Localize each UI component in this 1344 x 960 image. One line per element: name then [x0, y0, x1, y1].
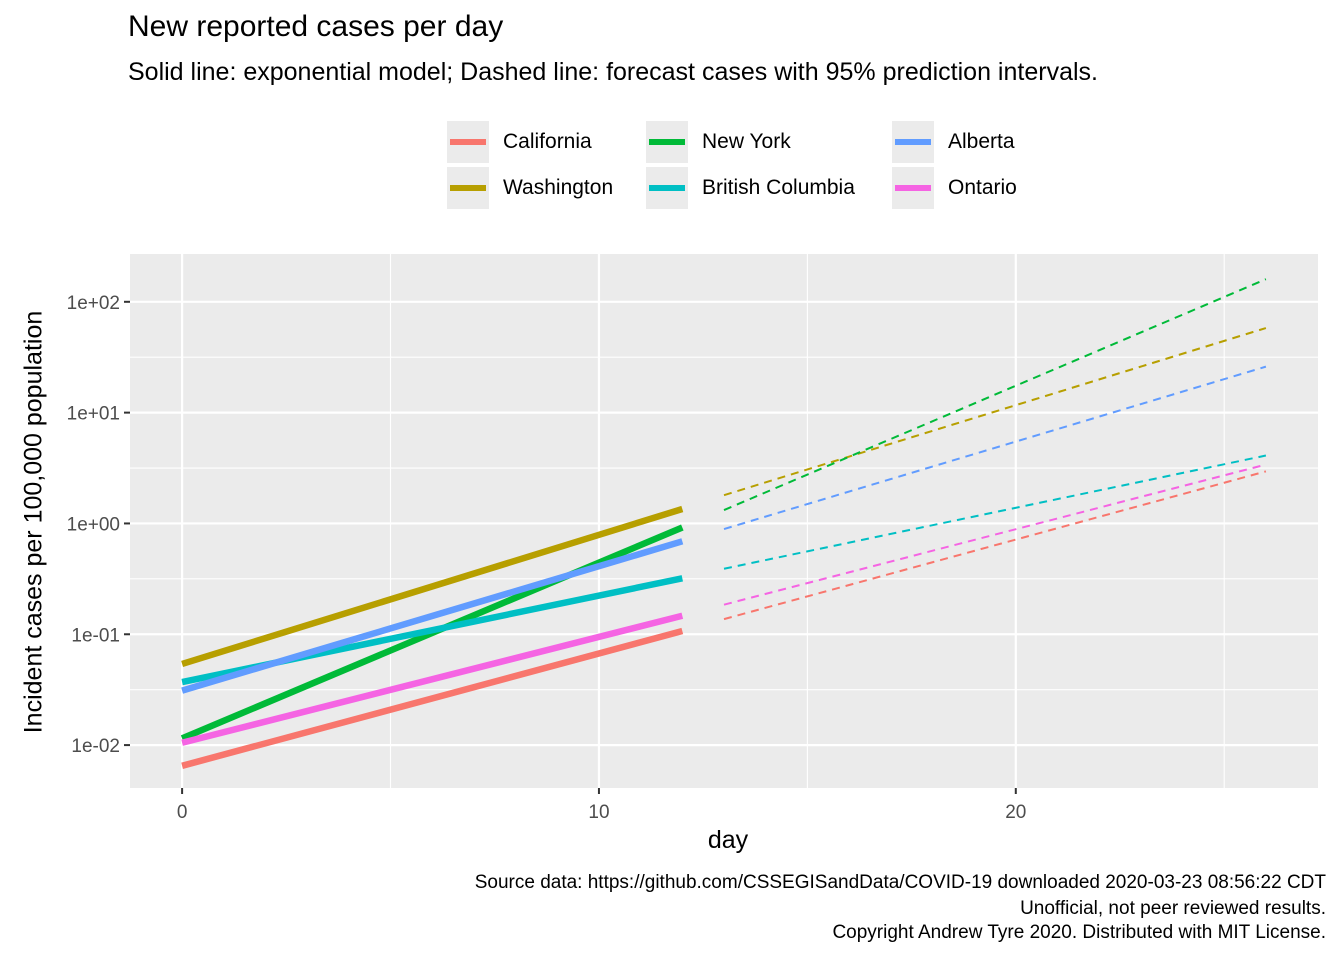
- fitted-line-ontario: [181, 612, 684, 746]
- legend-key-california: [447, 121, 489, 163]
- legend-key-new-york: [646, 121, 688, 163]
- y-axis-title: Incident cases per 100,000 population: [19, 310, 48, 734]
- legend-item-washington: Washington: [447, 166, 613, 210]
- legend-label-ontario: Ontario: [948, 176, 1017, 199]
- legend-label-british-columbia: British Columbia: [702, 176, 855, 199]
- caption-source: Source data: https://github.com/CSSEGISa…: [474, 872, 1326, 893]
- legend-label-new-york: New York: [702, 130, 791, 153]
- y-tick-label: 1e-01: [71, 625, 120, 646]
- legend-item-new-york: New York: [646, 120, 791, 164]
- legend-item-alberta: Alberta: [892, 120, 1015, 164]
- legend-key-alberta: [892, 121, 934, 163]
- legend-key-washington: [447, 167, 489, 209]
- legend-item-california: California: [447, 120, 592, 164]
- chart-subtitle: Solid line: exponential model; Dashed li…: [128, 58, 1098, 86]
- plot-panel: [130, 254, 1318, 788]
- x-tick-label: 0: [177, 802, 188, 823]
- chart-title: New reported cases per day: [128, 10, 504, 43]
- fitted-line-washington: [181, 505, 684, 668]
- fitted-line-alberta: [181, 538, 684, 694]
- x-tick-label: 10: [588, 802, 609, 823]
- caption-disclaimer: Unofficial, not peer reviewed results.: [1020, 898, 1326, 919]
- y-tick-label: 1e-02: [71, 736, 120, 757]
- caption-copyright: Copyright Andrew Tyre 2020. Distributed …: [832, 922, 1326, 943]
- y-tick-label: 1e+02: [67, 293, 120, 314]
- legend-key-british-columbia: [646, 167, 688, 209]
- y-tick-label: 1e+00: [67, 514, 120, 535]
- forecast-line-ontario: [723, 463, 1267, 606]
- legend-label-california: California: [503, 130, 592, 153]
- legend: California Washington New York British C…: [0, 0, 1344, 230]
- x-tick-label: 20: [1005, 802, 1026, 823]
- fitted-line-california: [181, 627, 684, 769]
- legend-label-alberta: Alberta: [948, 130, 1015, 153]
- x-axis-title: day: [707, 826, 749, 854]
- forecast-line-new-york: [723, 278, 1267, 512]
- legend-item-british-columbia: British Columbia: [646, 166, 855, 210]
- forecast-line-washington: [723, 327, 1267, 497]
- y-tick-label: 1e+01: [67, 404, 120, 425]
- legend-item-ontario: Ontario: [892, 166, 1017, 210]
- legend-key-ontario: [892, 167, 934, 209]
- forecast-line-california: [723, 470, 1267, 621]
- legend-label-washington: Washington: [503, 176, 614, 199]
- forecast-line-alberta: [723, 365, 1267, 531]
